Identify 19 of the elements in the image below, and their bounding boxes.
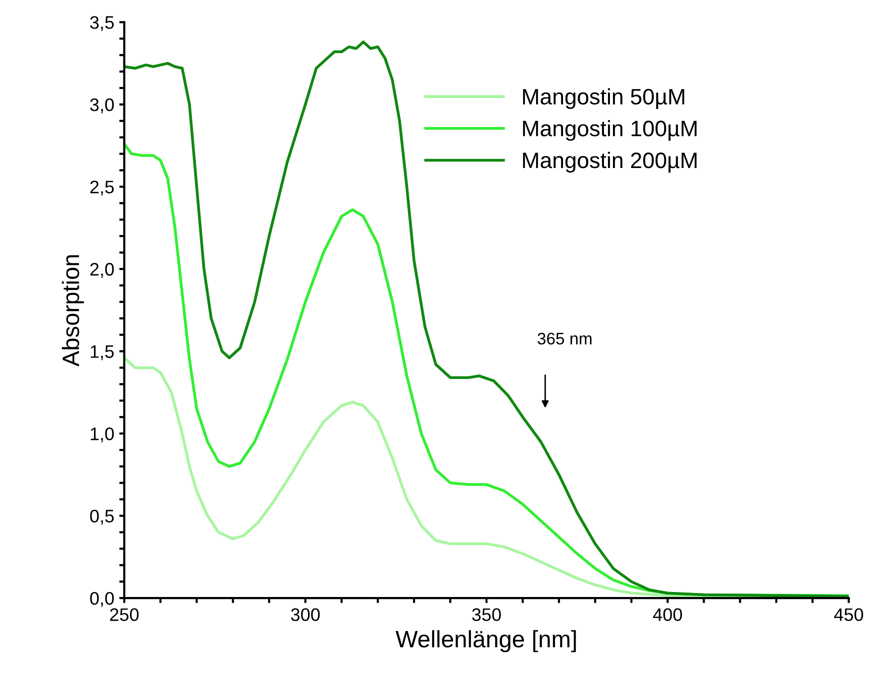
annotation: 365 nm bbox=[538, 332, 592, 345]
y-tick-label: 2,5 bbox=[90, 180, 114, 196]
x-tick-label: 400 bbox=[652, 608, 682, 622]
x-tick-label: 450 bbox=[834, 608, 864, 622]
y-tick-label: 3,5 bbox=[90, 16, 114, 32]
legend-label: Mangostin 100µM bbox=[523, 120, 697, 141]
y-tick-label: 0,0 bbox=[90, 592, 114, 607]
legend-label: Mangostin 200µM bbox=[523, 152, 697, 173]
x-tick-label: 250 bbox=[110, 608, 139, 622]
x-tick-label: 300 bbox=[291, 608, 320, 622]
y-tick-label: 2,0 bbox=[90, 262, 114, 278]
y-axis-title: Absorption bbox=[62, 255, 84, 367]
x-tick-label: 350 bbox=[472, 608, 501, 622]
y-tick-label: 0,5 bbox=[90, 510, 114, 525]
y-tick-label: 1,0 bbox=[90, 427, 114, 442]
y-tick-label: 3,0 bbox=[90, 98, 114, 114]
y-tick-label: 1,5 bbox=[90, 345, 114, 360]
legend-label: Mangostin 50µM bbox=[523, 88, 684, 109]
x-axis-title: Wellenlänge [nm] bbox=[396, 630, 576, 652]
